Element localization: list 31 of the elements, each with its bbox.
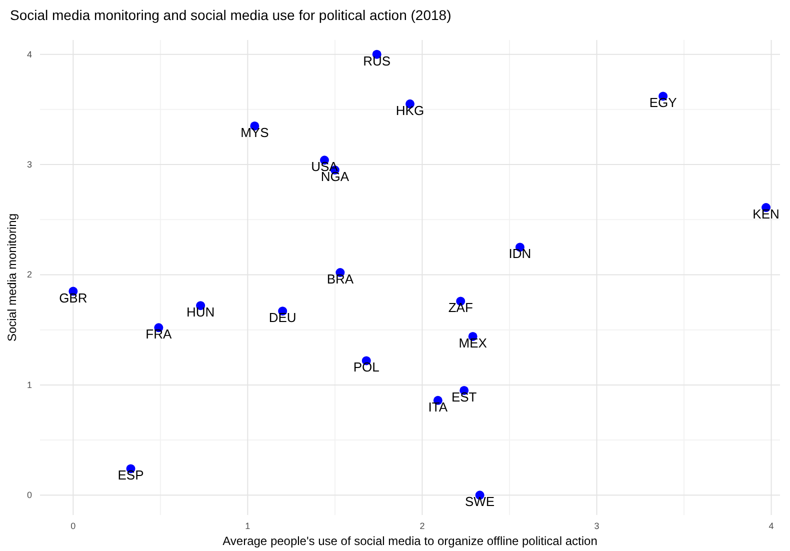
y-tick-label: 0 [26,490,32,500]
annotation: ITA [428,399,448,414]
y-axis-title: Social media monitoring [5,213,19,342]
annotation: DEU [268,310,296,326]
chart-title: Social media monitoring and social media use for political action (2018) [10,7,452,23]
annotation: IDN [508,246,532,262]
annotation: POL [353,360,380,375]
y-tick-label: 2 [26,270,32,280]
annotation: RUS [363,53,391,68]
x-axis-title: Average people's use of social media to organize offline political action [222,534,598,548]
annotation: KEN [752,206,780,222]
annotation: SWE [465,494,495,510]
y-tick-label: 3 [26,160,32,170]
annotation: ESP [118,468,144,483]
annotation: EGY [649,95,678,110]
x-tick-label: 2 [420,521,425,531]
annotation: ZAF [448,300,473,316]
x-tick-label: 0 [70,521,76,531]
x-tick-label: 1 [245,521,250,531]
x-tick-label: 3 [594,521,600,531]
annotation: GBR [59,290,88,306]
annotation: BRA [326,272,354,287]
annotation: EST [451,389,477,404]
annotation: HKG [396,102,424,118]
annotation: HUN [186,304,215,320]
y-tick-label: 1 [26,380,32,390]
x-tick-label: 4 [768,521,774,531]
annotation: FRA [146,326,172,342]
annotation: MYS [240,124,270,140]
annotation: MEX [458,335,488,350]
y-tick-label: 4 [26,49,32,60]
